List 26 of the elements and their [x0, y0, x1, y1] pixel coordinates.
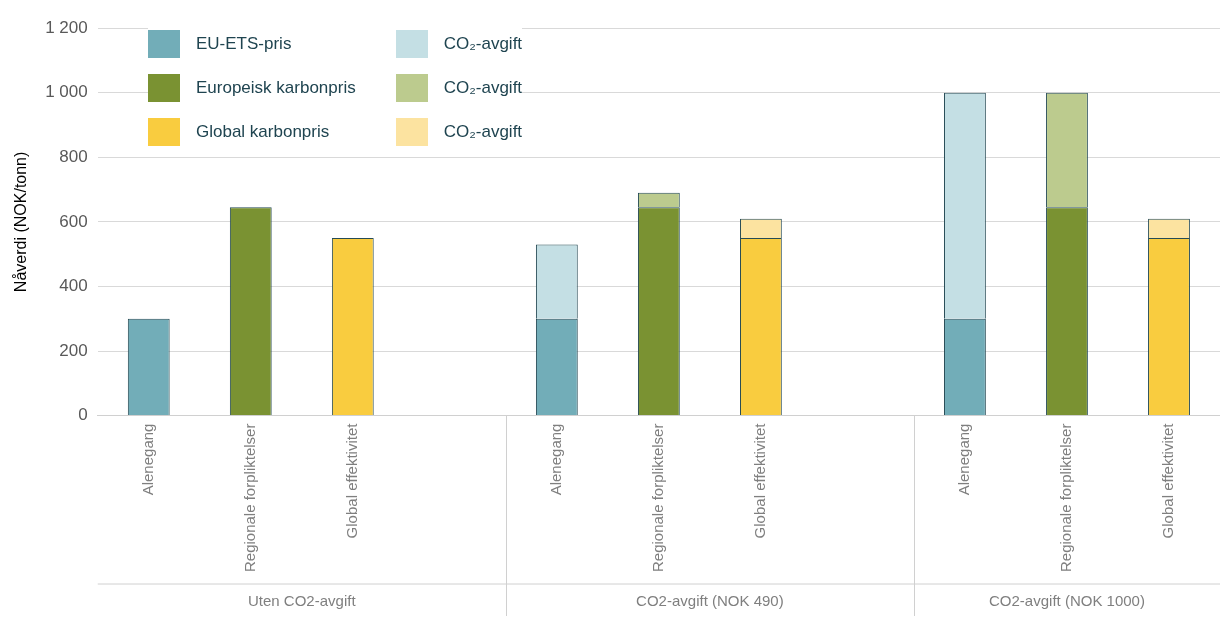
y-tick-label: 800	[59, 147, 88, 167]
text: Uten CO2-avgift	[248, 592, 357, 610]
x-tick-label: Global effektivitet	[751, 422, 769, 539]
legend-label: CO₂-avgift	[443, 122, 523, 142]
legend-label: Global karbonpris	[196, 122, 330, 142]
y-tick-label: 1 200	[45, 17, 88, 37]
legend-label: EU-ETS-pris	[196, 34, 292, 54]
x-tick-label: Regionale forpliktelser	[649, 423, 667, 573]
text: CO2-avgift (NOK 1000)	[989, 592, 1145, 610]
x-tick-label: Regionale forpliktelser	[240, 423, 258, 573]
y-tick-label: 1 000	[45, 82, 88, 102]
y-tick-label: 200	[59, 340, 88, 360]
x-tick-label: Alenegang	[955, 423, 973, 496]
y-tick-label: 0	[78, 405, 88, 425]
y-axis-title: Nåverdi (NOK/tonn)	[12, 151, 30, 293]
legend-label: CO₂-avgift	[443, 78, 523, 98]
legend-label: CO₂-avgift	[443, 34, 523, 54]
y-tick-label: 600	[59, 211, 88, 231]
x-tick-label: Regionale forpliktelser	[1057, 423, 1075, 573]
x-tick-label: Global effektivitet	[1159, 422, 1177, 539]
x-tick-label: Global effektivitet	[342, 422, 360, 539]
x-tick-label: Alenegang	[138, 423, 156, 496]
legend-label: Europeisk karbonpris	[196, 78, 356, 98]
x-tick-label: Alenegang	[546, 423, 564, 496]
text: CO2-avgift (NOK 490)	[636, 592, 784, 610]
y-tick-label: 400	[59, 276, 88, 296]
